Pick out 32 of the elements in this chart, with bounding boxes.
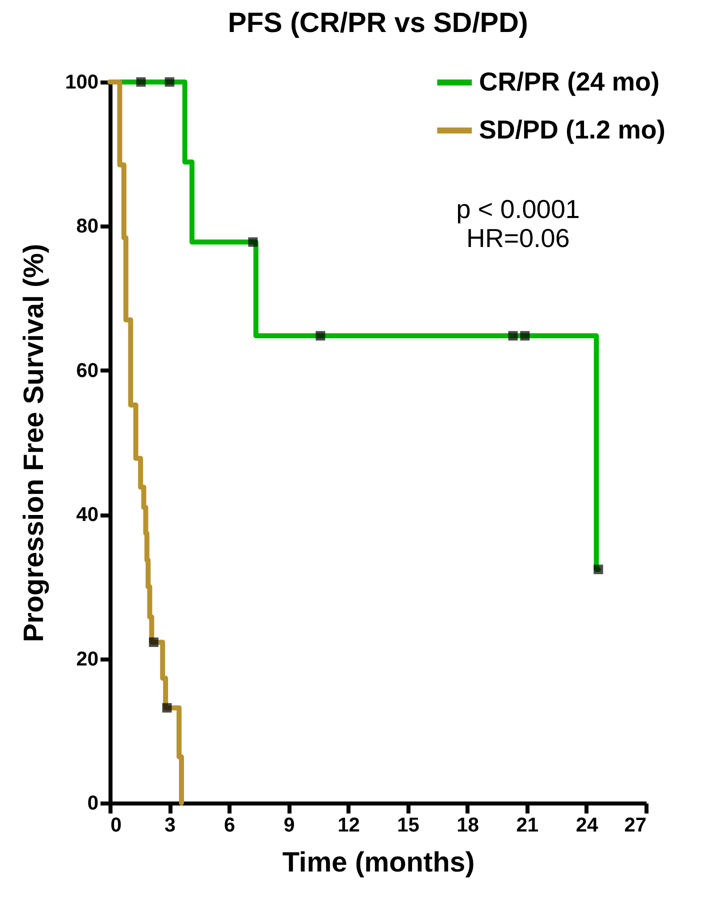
x-tick-label: 27 <box>624 814 646 836</box>
point <box>162 703 172 713</box>
x-axis-title: Time (months) <box>282 846 475 878</box>
point <box>520 331 530 341</box>
annotation: HR=0.06 <box>466 223 570 253</box>
x-tick-label: 3 <box>164 814 176 836</box>
y-tick-label: 80 <box>76 216 98 238</box>
y-tick-label: 20 <box>76 648 98 670</box>
x-tick-label: 12 <box>338 814 360 836</box>
point <box>594 564 604 574</box>
x-tick-label: 0 <box>110 814 122 836</box>
point <box>508 331 518 341</box>
annotation: p < 0.0001 <box>456 194 580 224</box>
x-tick-label: 6 <box>224 814 236 836</box>
legend-label: CR/PR (24 mo) <box>479 66 660 96</box>
y-tick-label: 100 <box>65 72 98 94</box>
chart-title: PFS (CR/PR vs SD/PD) <box>228 7 528 38</box>
y-tick-label: 0 <box>87 792 98 814</box>
y-axis-title: Progression Free Survival (%) <box>18 244 50 642</box>
y-tick-label: 40 <box>76 504 98 526</box>
x-tick-label: 15 <box>397 814 420 836</box>
x-tick-label: 24 <box>576 814 599 836</box>
point <box>136 77 146 87</box>
point <box>148 637 158 647</box>
point <box>248 237 258 247</box>
legend-label: SD/PD (1.2 mo) <box>479 114 666 144</box>
x-tick-label: 21 <box>516 814 539 836</box>
point <box>164 77 174 87</box>
point <box>316 331 326 341</box>
x-tick-label: 18 <box>456 814 479 836</box>
x-tick-label: 9 <box>284 814 295 836</box>
y-tick-label: 60 <box>76 360 98 382</box>
